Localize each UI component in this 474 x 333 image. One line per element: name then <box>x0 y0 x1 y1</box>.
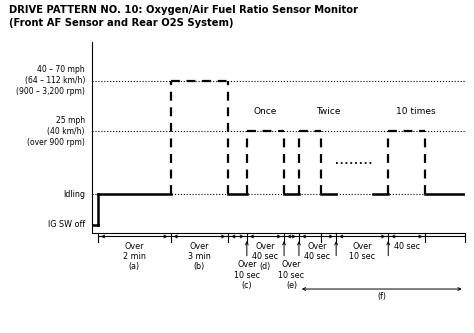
Text: 40 sec: 40 sec <box>394 241 420 250</box>
Text: Over
40 sec: Over 40 sec <box>304 241 330 261</box>
Text: Over
40 sec
(d): Over 40 sec (d) <box>252 241 279 271</box>
Text: Idling: Idling <box>63 189 85 198</box>
Text: Over
10 sec: Over 10 sec <box>349 241 375 261</box>
Text: 10 times: 10 times <box>396 107 436 116</box>
Text: Over
10 sec
(e): Over 10 sec (e) <box>278 260 305 290</box>
Text: Over
10 sec
(c): Over 10 sec (c) <box>234 260 260 290</box>
Text: DRIVE PATTERN NO. 10: Oxygen/Air Fuel Ratio Sensor Monitor
(Front AF Sensor and : DRIVE PATTERN NO. 10: Oxygen/Air Fuel Ra… <box>9 5 358 28</box>
Text: IG SW off: IG SW off <box>48 220 85 229</box>
Text: (f): (f) <box>377 292 386 301</box>
Text: 25 mph
(40 km/h)
(over 900 rpm): 25 mph (40 km/h) (over 900 rpm) <box>27 116 85 147</box>
Text: Over
3 min
(b): Over 3 min (b) <box>188 241 211 271</box>
Text: 40 – 70 mph
(64 – 112 km/h)
(900 – 3,200 rpm): 40 – 70 mph (64 – 112 km/h) (900 – 3,200… <box>16 65 85 96</box>
Text: Once: Once <box>254 107 277 116</box>
Text: Over
2 min
(a): Over 2 min (a) <box>123 241 146 271</box>
Text: Twice: Twice <box>317 107 341 116</box>
